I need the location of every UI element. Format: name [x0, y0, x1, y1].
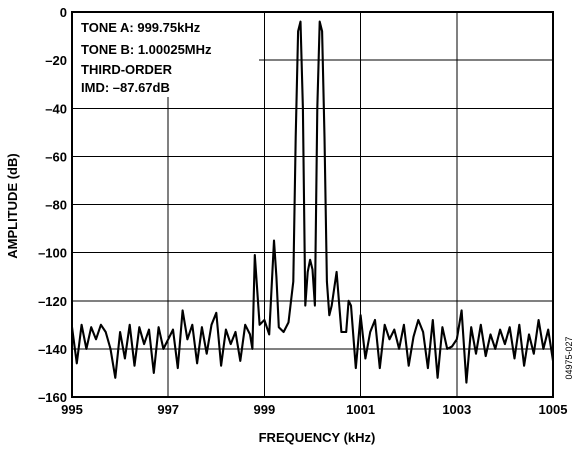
x-axis-title: FREQUENCY (kHz): [259, 430, 376, 445]
x-tick-label: 995: [61, 402, 83, 417]
y-tick-label: –100: [38, 246, 67, 261]
y-tick-label: –20: [45, 53, 67, 68]
x-tick-label: 1001: [346, 402, 375, 417]
annotation-box: TONE A: 999.75kHz TONE B: 1.00025MHz THIRD…: [73, 13, 259, 97]
x-tick-labels: 995 997 999 1001 1003 1005: [61, 402, 567, 417]
x-tick-label: 999: [254, 402, 276, 417]
x-tick-label: 1005: [539, 402, 568, 417]
plot-frame: [71, 11, 554, 398]
plot-border: [71, 11, 554, 398]
y-tick-label: 0: [60, 5, 67, 20]
y-tick-label: –120: [38, 294, 67, 309]
figure-id: 04975-027: [564, 336, 574, 379]
y-tick-label: –160: [38, 390, 67, 405]
x-tick-label: 997: [157, 402, 179, 417]
annotation-line: TONE A: 999.75kHz: [81, 20, 201, 35]
y-tick-label: –60: [45, 149, 67, 164]
annotation-background: [73, 13, 259, 97]
x-tick-label: 1003: [442, 402, 471, 417]
annotation-line: THIRD-ORDER: [81, 62, 173, 77]
annotation-line: IMD: –87.67dB: [81, 80, 170, 95]
trace-layer: [70, 20, 555, 384]
spectrum-trace: [70, 20, 555, 384]
y-tick-labels: 0 –20 –40 –60 –80 –100 –120 –140 –160: [38, 5, 67, 405]
y-tick-label: –80: [45, 198, 67, 213]
y-tick-label: –40: [45, 101, 67, 116]
annotation-line: TONE B: 1.00025MHz: [81, 42, 212, 57]
y-tick-label: –140: [38, 342, 67, 357]
y-axis-title: AMPLITUDE (dB): [5, 153, 20, 258]
